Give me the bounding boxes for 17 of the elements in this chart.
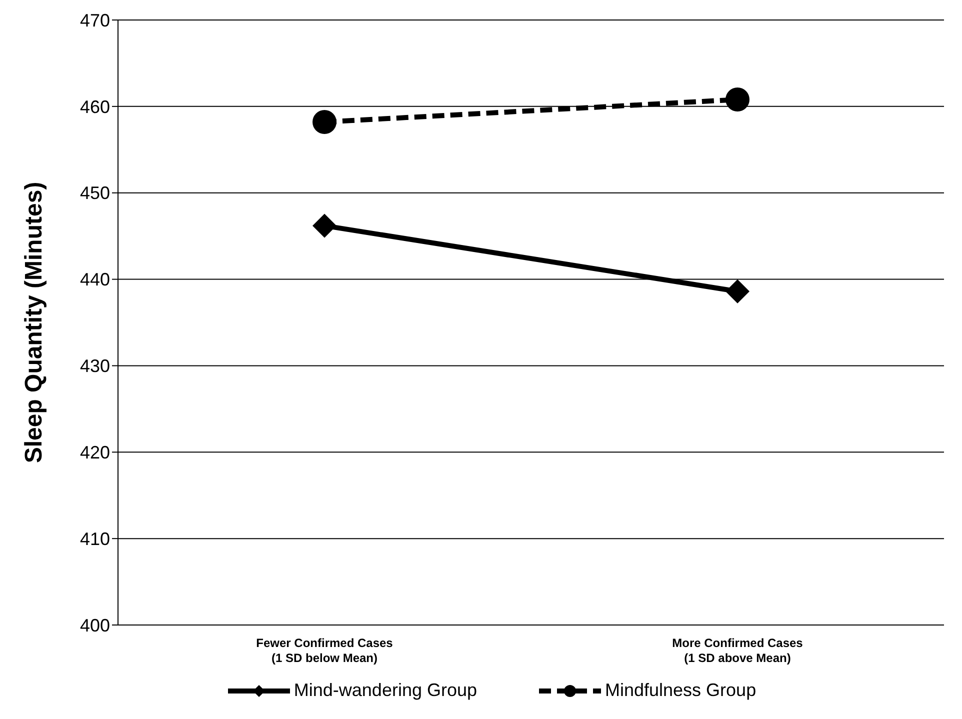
point — [312, 110, 336, 134]
y-tick-label: 410 — [80, 528, 110, 549]
y-tick-label: 400 — [80, 615, 110, 636]
legend-label: Mindfulness Group — [605, 680, 756, 701]
point — [726, 279, 750, 304]
y-tick-label: 420 — [80, 442, 110, 463]
legend-label: Mind-wandering Group — [294, 680, 477, 701]
x-tick-label: More Confirmed Cases (1 SD above Mean) — [672, 636, 804, 665]
y-tick-label: 430 — [80, 356, 110, 376]
y-tick-label: 460 — [80, 96, 110, 117]
point — [312, 214, 336, 238]
y-tick-label: 470 — [80, 10, 110, 30]
y-axis-title: Sleep Quantity (Minutes) — [20, 182, 48, 464]
y-tick-label: 440 — [80, 270, 110, 290]
y-tick-label: 450 — [80, 183, 110, 204]
point — [726, 88, 750, 112]
x-tick-label: Fewer Confirmed Cases (1 SD below Mean) — [256, 636, 394, 665]
